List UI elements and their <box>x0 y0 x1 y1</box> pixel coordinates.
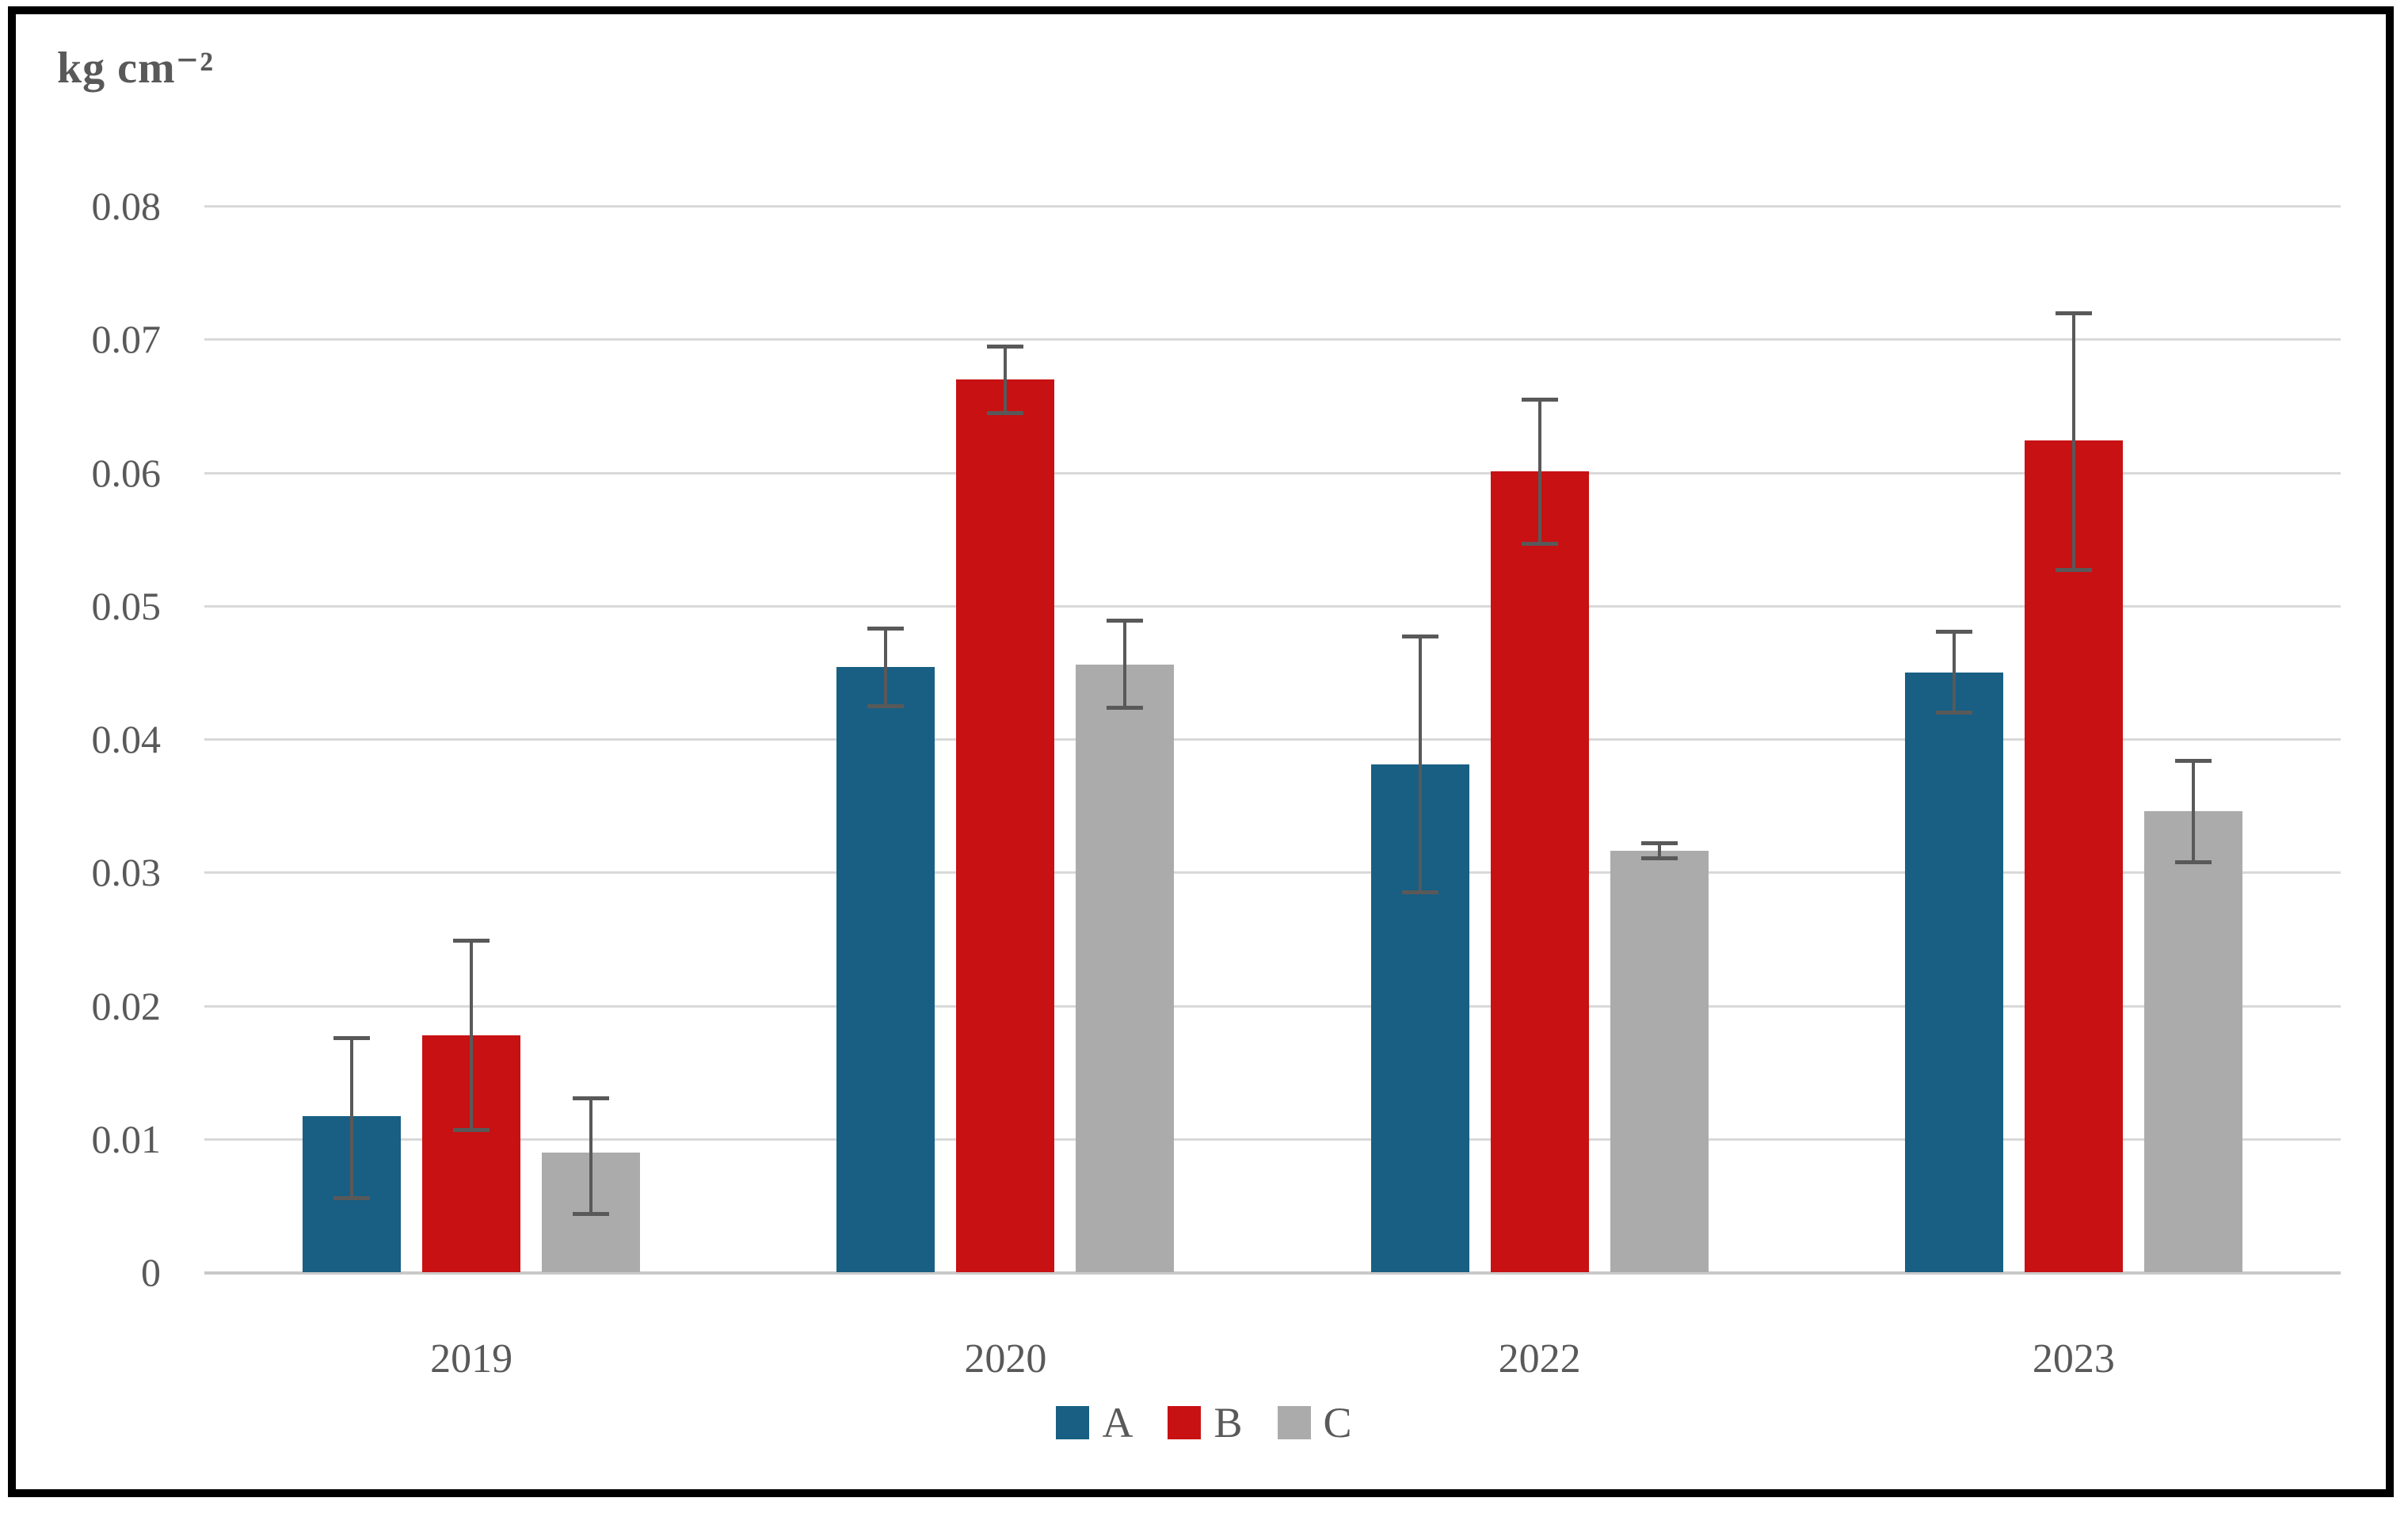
error-bar-cap-bottom <box>1641 856 1678 860</box>
error-bar-cap-top <box>333 1036 370 1040</box>
error-bar-line <box>1123 620 1126 707</box>
error-bar-cap-top <box>453 939 490 943</box>
error-bar-line <box>350 1038 353 1198</box>
error-bar-cap-bottom <box>1107 706 1143 710</box>
error-bar-cap-top <box>1641 841 1678 845</box>
legend-item-B: B <box>1168 1399 1243 1446</box>
gridline <box>204 205 2341 208</box>
bar-B-2022 <box>1491 471 1589 1272</box>
bar-A-2023 <box>1905 673 2003 1272</box>
legend-label: A <box>1102 1399 1134 1446</box>
error-bar-cap-bottom <box>2175 860 2212 864</box>
error-bar-cap-top <box>1402 635 1438 638</box>
y-tick-label: 0.01 <box>91 1117 162 1161</box>
error-bar-cap-bottom <box>1522 542 1558 546</box>
legend-label: B <box>1214 1399 1243 1446</box>
error-bar-line <box>470 940 473 1130</box>
x-axis-line <box>204 1271 2341 1275</box>
error-bar-cap-bottom <box>453 1128 490 1132</box>
error-bar-cap-bottom <box>333 1196 370 1200</box>
y-tick-label: 0.03 <box>91 850 162 894</box>
bar-C-2023 <box>2144 811 2242 1272</box>
error-bar-cap-top <box>2175 759 2212 763</box>
gridline <box>204 472 2341 474</box>
error-bar-line <box>2192 760 2195 862</box>
plot-area <box>204 205 2341 1275</box>
y-axis-unit-label: kg cm⁻² <box>57 44 214 93</box>
x-tick-label: 2022 <box>1498 1336 1581 1382</box>
error-bar-cap-top <box>1107 619 1143 623</box>
x-tick-label: 2023 <box>2032 1336 2115 1382</box>
bar-A-2020 <box>836 667 935 1272</box>
error-bar-cap-bottom <box>1936 711 1972 715</box>
error-bar-line <box>1419 636 1422 892</box>
legend-item-C: C <box>1277 1399 1352 1446</box>
bar-C-2020 <box>1076 665 1174 1272</box>
legend-label: C <box>1323 1399 1352 1446</box>
error-bar-cap-bottom <box>2056 568 2092 572</box>
gridline <box>204 605 2341 608</box>
gridline <box>204 1138 2341 1141</box>
y-tick-label: 0.08 <box>91 184 162 228</box>
error-bar-cap-top <box>867 627 904 631</box>
error-bar-line <box>1953 631 1956 712</box>
error-bar-cap-bottom <box>867 704 904 708</box>
y-tick-label: 0.02 <box>91 984 162 1028</box>
y-tick-label: 0.05 <box>91 584 162 628</box>
error-bar-cap-top <box>573 1096 609 1100</box>
gridline <box>204 338 2341 341</box>
legend-swatch-B <box>1168 1406 1202 1439</box>
x-tick-label: 2020 <box>964 1336 1047 1382</box>
error-bar-line <box>1658 843 1661 858</box>
error-bar-cap-bottom <box>1402 890 1438 894</box>
y-tick-label: 0.06 <box>91 451 162 495</box>
bar-B-2020 <box>956 379 1054 1272</box>
error-bar-line <box>2072 313 2075 570</box>
error-bar-line <box>1538 399 1541 543</box>
error-bar-cap-bottom <box>987 411 1023 415</box>
y-tick-label: 0 <box>141 1250 161 1294</box>
error-bar-cap-top <box>1936 630 1972 634</box>
legend-item-A: A <box>1056 1401 1133 1444</box>
x-tick-label: 2019 <box>430 1336 513 1382</box>
y-tick-label: 0.07 <box>91 317 162 361</box>
legend: A B C <box>0 1401 2408 1445</box>
gridline <box>204 1005 2341 1008</box>
gridline <box>204 871 2341 874</box>
y-tick-label: 0.04 <box>91 717 162 761</box>
gridline <box>204 738 2341 741</box>
error-bar-line <box>589 1098 592 1214</box>
error-bar-line <box>1004 346 1007 413</box>
error-bar-cap-bottom <box>573 1212 609 1216</box>
bar-B-2023 <box>2025 440 2123 1272</box>
bar-C-2022 <box>1610 851 1709 1272</box>
legend-swatch-A <box>1056 1406 1090 1439</box>
legend-swatch-C <box>1277 1406 1311 1439</box>
error-bar-line <box>884 628 887 706</box>
error-bar-cap-top <box>1522 398 1558 402</box>
error-bar-cap-top <box>2056 311 2092 315</box>
error-bar-cap-top <box>987 345 1023 349</box>
